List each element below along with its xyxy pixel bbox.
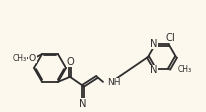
Text: Cl: Cl: [165, 33, 175, 43]
Text: O: O: [66, 57, 74, 67]
Text: CH₃: CH₃: [13, 54, 27, 63]
Text: N: N: [150, 65, 158, 75]
Text: N: N: [79, 99, 87, 109]
Text: O: O: [29, 54, 36, 63]
Text: NH: NH: [107, 78, 121, 87]
Text: CH₃: CH₃: [178, 65, 192, 74]
Text: N: N: [150, 39, 158, 49]
